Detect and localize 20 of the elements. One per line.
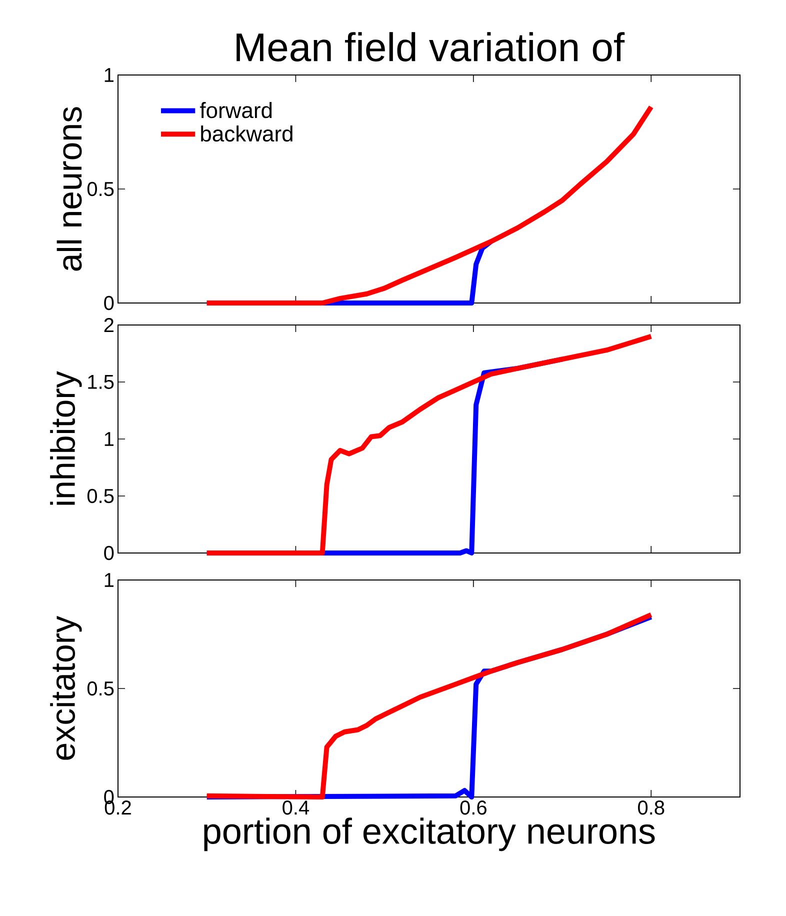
y-axis-title: inhibitory <box>50 371 82 505</box>
x-tick-label: 0.8 <box>638 800 664 815</box>
y-tick-label: 1 <box>104 432 114 446</box>
y-tick-label: 0.5 <box>87 488 114 504</box>
y-tick-label: 1 <box>104 68 114 82</box>
legend-label: forward <box>200 102 272 118</box>
x-tick-label: 0.4 <box>282 800 310 815</box>
y-axis-title: excitatory <box>50 616 82 760</box>
y-tick-label: 1.5 <box>88 375 114 389</box>
y-tick-label: 0.5 <box>87 182 114 196</box>
y-tick-label: 1 <box>104 573 114 587</box>
x-tick-label: 0.6 <box>460 800 486 815</box>
y-tick-label: 0 <box>104 546 114 560</box>
y-tick-label: 0.5 <box>87 681 114 696</box>
y-tick-label: 2 <box>104 318 114 332</box>
y-tick-label: 0 <box>104 296 114 310</box>
y-axis-title: all neurons <box>56 107 82 271</box>
chart-title: Mean field variation of <box>236 32 625 62</box>
x-axis-title: portion of excitatory neurons <box>204 818 655 852</box>
legend-label: backward <box>201 125 292 142</box>
